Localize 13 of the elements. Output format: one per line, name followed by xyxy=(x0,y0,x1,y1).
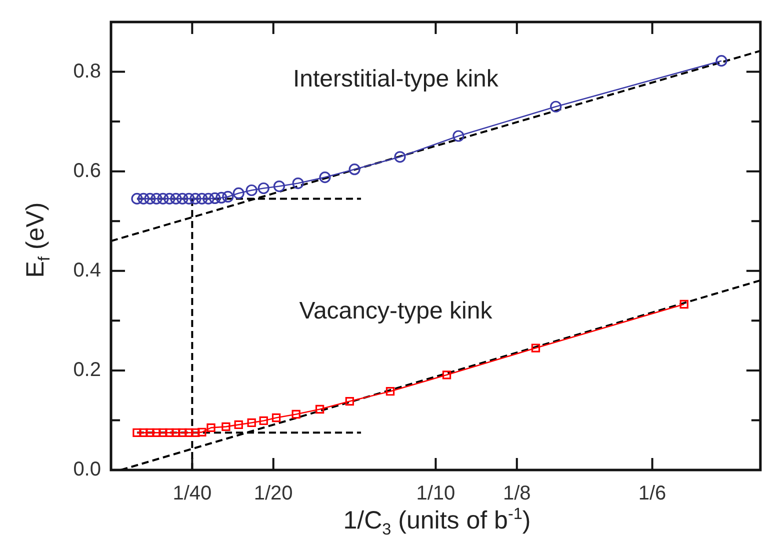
series-label: Interstitial-type kink xyxy=(292,66,500,93)
y-tick-label: 0.6 xyxy=(73,160,101,182)
x-tick-label: 1/6 xyxy=(638,482,666,505)
x-tick-label: 1/20 xyxy=(254,482,293,505)
y-tick-label: 0.8 xyxy=(73,60,101,82)
x-tick-label: 1/40 xyxy=(172,482,212,505)
x-tick-label: 1/10 xyxy=(416,482,456,505)
y-tick-label: 0.0 xyxy=(73,458,101,481)
x-tick-label: 1/8 xyxy=(502,482,531,505)
series-label: Vacancy-type kink xyxy=(299,297,494,324)
y-tick-label: 0.4 xyxy=(73,259,101,282)
y-tick-label: 0.2 xyxy=(73,358,101,381)
x-axis-title: 1/C$_{3}$ (units of b$^{-1}$) xyxy=(342,505,532,540)
